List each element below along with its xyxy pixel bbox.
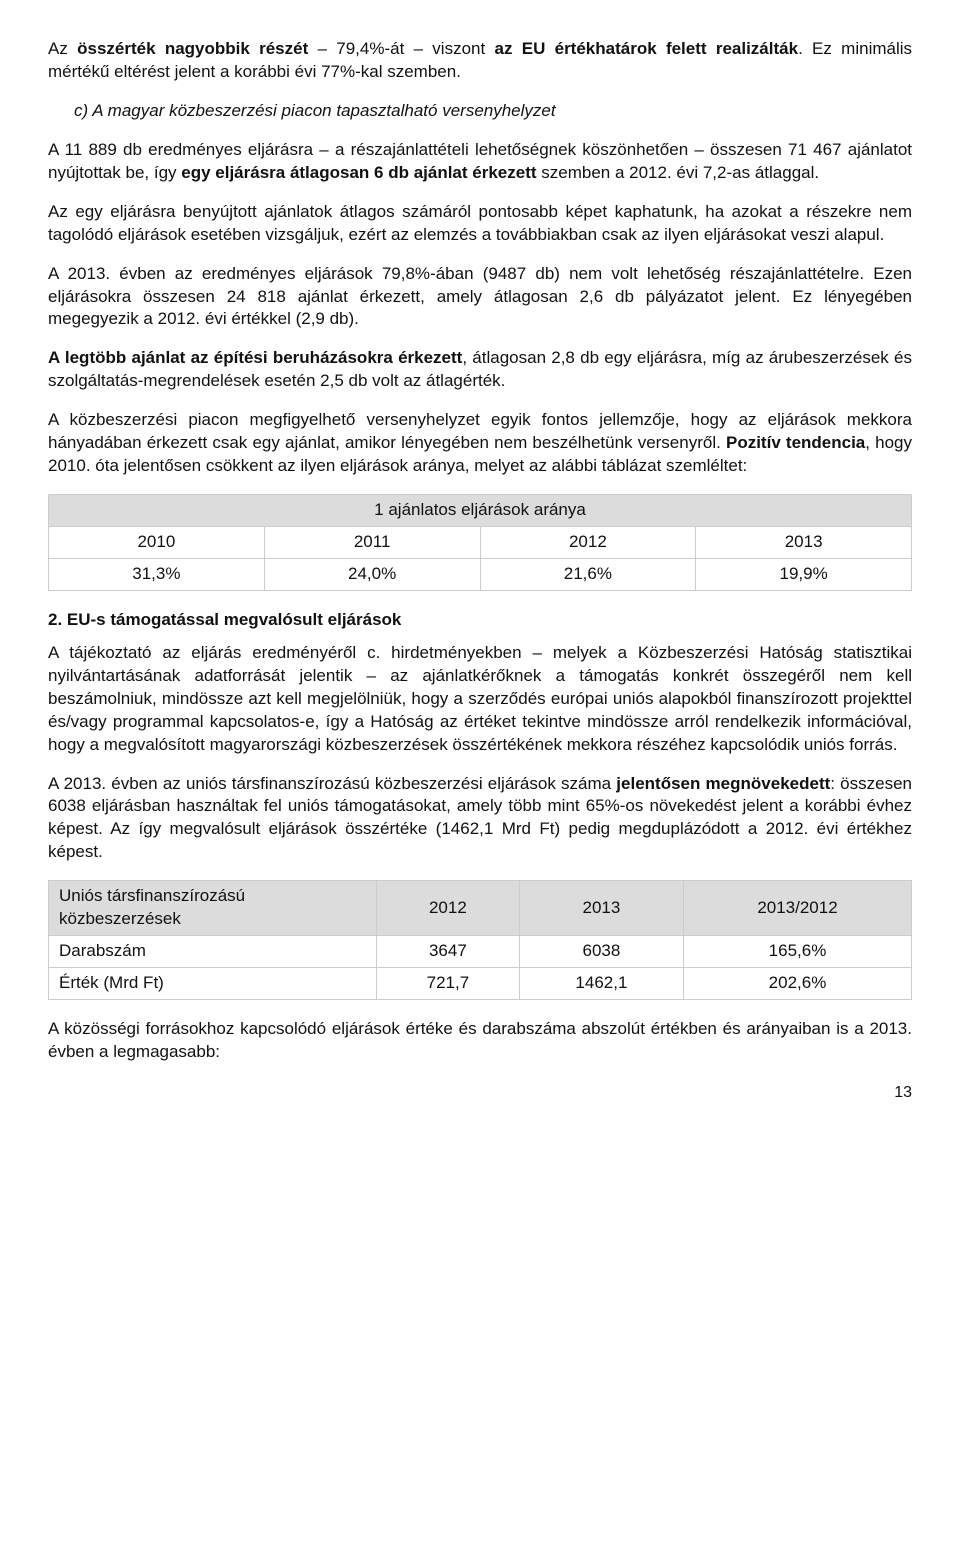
table-cell: 2011 (264, 527, 480, 559)
table-cell: 721,7 (376, 968, 519, 1000)
table-row: 31,3% 24,0% 21,6% 19,9% (49, 558, 912, 590)
table-cell: 2013 (519, 881, 683, 936)
text: A 2013. évben az uniós társfinanszírozás… (48, 774, 616, 793)
text-bold: egy eljárásra átlagosan 6 db ajánlat érk… (181, 163, 536, 182)
table-cell: 19,9% (696, 558, 912, 590)
table-single-bid-ratio: 1 ajánlatos eljárások aránya 2010 2011 2… (48, 494, 912, 591)
table-row-label: Érték (Mrd Ft) (49, 968, 377, 1000)
table-eu-cofinanced: Uniós társfinanszírozású közbeszerzések … (48, 880, 912, 1000)
table-caption: 1 ajánlatos eljárások aránya (49, 495, 912, 527)
table-cell: 165,6% (684, 936, 912, 968)
table-row: Érték (Mrd Ft) 721,7 1462,1 202,6% (49, 968, 912, 1000)
table-row-label: Darabszám (49, 936, 377, 968)
para-8: A tájékoztató az eljárás eredményéről c.… (48, 642, 912, 757)
text: – 79,4%-át – viszont (308, 39, 494, 58)
text: Az (48, 39, 77, 58)
para-4: Az egy eljárásra benyújtott ajánlatok át… (48, 201, 912, 247)
table-cell: 2012 (480, 527, 696, 559)
table-row: Uniós társfinanszírozású közbeszerzések … (49, 881, 912, 936)
para-1: Az összérték nagyobbik részét – 79,4%-át… (48, 38, 912, 84)
para-7: A közbeszerzési piacon megfigyelhető ver… (48, 409, 912, 478)
section-heading: 2. EU-s támogatással megvalósult eljárás… (48, 609, 912, 632)
text-bold: összérték nagyobbik részét (77, 39, 308, 58)
text-bold: jelentősen megnövekedett (616, 774, 830, 793)
para-9: A 2013. évben az uniós társfinanszírozás… (48, 773, 912, 865)
subsection-title: c) A magyar közbeszerzési piacon tapaszt… (48, 100, 912, 123)
table-cell: 2012 (376, 881, 519, 936)
table-cell: 2013/2012 (684, 881, 912, 936)
table-cell: 21,6% (480, 558, 696, 590)
para-3: A 11 889 db eredményes eljárásra – a rés… (48, 139, 912, 185)
table-row: 2010 2011 2012 2013 (49, 527, 912, 559)
text: szemben a 2012. évi 7,2-as átlaggal. (537, 163, 820, 182)
para-6: A legtöbb ajánlat az építési beruházások… (48, 347, 912, 393)
table-cell: 2010 (49, 527, 265, 559)
table-cell: 31,3% (49, 558, 265, 590)
table-cell: 2013 (696, 527, 912, 559)
table-cell: 202,6% (684, 968, 912, 1000)
table-cell: 3647 (376, 936, 519, 968)
table-head-label: Uniós társfinanszírozású közbeszerzések (49, 881, 377, 936)
table-cell: 1462,1 (519, 968, 683, 1000)
table-row: Darabszám 3647 6038 165,6% (49, 936, 912, 968)
page-number: 13 (48, 1082, 912, 1104)
para-5: A 2013. évben az eredményes eljárások 79… (48, 263, 912, 332)
text-bold: az EU értékhatárok felett realizálták (495, 39, 799, 58)
text-bold: Pozitív tendencia (726, 433, 865, 452)
table-cell: 6038 (519, 936, 683, 968)
table-cell: 24,0% (264, 558, 480, 590)
para-10: A közösségi forrásokhoz kapcsolódó eljár… (48, 1018, 912, 1064)
text-bold: A legtöbb ajánlat az építési beruházások… (48, 348, 462, 367)
